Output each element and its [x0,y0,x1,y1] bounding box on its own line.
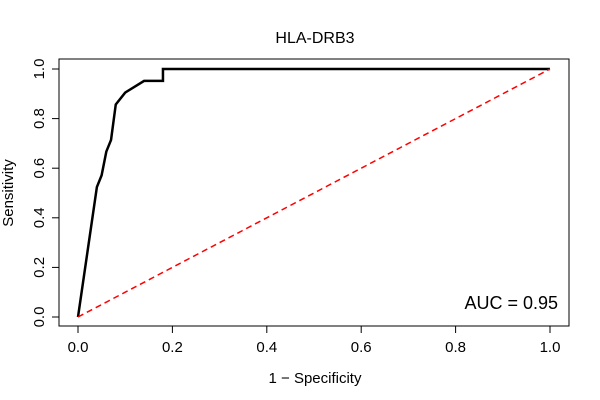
x-tick-label: 0.0 [68,339,89,356]
chart-title: HLA-DRB3 [275,30,354,47]
x-axis: 0.0 0.2 0.4 0.6 0.8 1.0 [68,325,561,356]
roc-curve-line [76,67,550,318]
reference-diagonal-line [77,68,551,318]
y-axis: 0.0 0.2 0.4 0.6 0.8 1.0 [31,59,60,328]
y-tick-label: 0.8 [31,108,48,129]
y-tick-label: 0.6 [31,158,48,179]
x-axis-label: 1 − Specificity [269,370,362,387]
y-tick-label: 0.0 [31,307,48,328]
y-tick-label: 0.4 [31,207,48,228]
x-tick-label: 0.8 [445,339,466,356]
series-layer [76,67,551,318]
y-axis-label: Sensitivity [0,159,17,227]
x-tick-label: 0.4 [256,339,277,356]
x-tick-label: 0.2 [162,339,183,356]
x-tick-label: 0.6 [351,339,372,356]
x-tick-label: 1.0 [540,339,561,356]
y-tick-label: 1.0 [31,59,48,80]
y-tick-label: 0.2 [31,257,48,278]
auc-annotation: AUC = 0.95 [464,293,558,313]
